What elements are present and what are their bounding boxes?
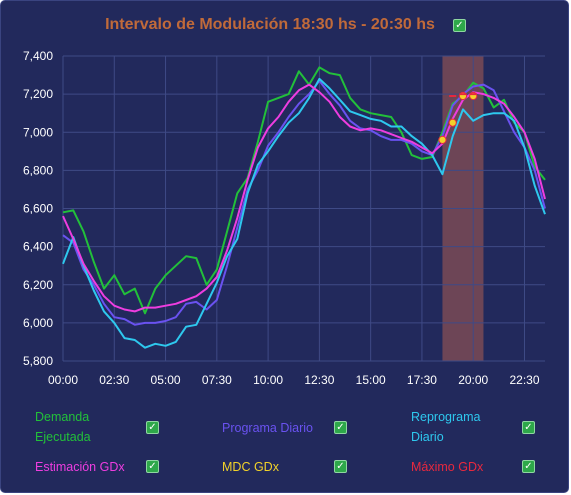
x-tick-label: 05:00 bbox=[151, 373, 181, 387]
legend-label-line: Demanda bbox=[35, 410, 90, 424]
title-checkbox-icon[interactable]: ✓ bbox=[452, 18, 466, 32]
legend-item-maximo[interactable]: Máximo GDx bbox=[411, 457, 483, 477]
legend-label-line: Ejecutada bbox=[35, 430, 91, 444]
legend-checkbox-icon[interactable]: ✓ bbox=[334, 421, 347, 434]
y-tick-label: 6,800 bbox=[23, 163, 53, 177]
legend-item-demanda[interactable]: Demanda Ejecutada bbox=[35, 407, 91, 447]
x-tick-label: 15:00 bbox=[356, 373, 386, 387]
x-tick-label: 02:30 bbox=[99, 373, 129, 387]
y-tick-label: 5,800 bbox=[23, 354, 53, 368]
x-tick-label: 17:30 bbox=[407, 373, 437, 387]
legend-item-reprograma[interactable]: Reprograma Diario bbox=[411, 407, 480, 447]
x-tick-label: 12:30 bbox=[304, 373, 334, 387]
legend-label-mdc: MDC GDx bbox=[222, 457, 279, 477]
legend-label-line: Máximo GDx bbox=[411, 460, 484, 474]
legend-label-maximo: Máximo GDx bbox=[411, 457, 483, 477]
mdc-marker bbox=[438, 135, 447, 144]
legend-label-programa: Programa Diario bbox=[222, 418, 313, 438]
legend-checkbox-icon[interactable]: ✓ bbox=[522, 421, 535, 434]
legend-item-estimacion[interactable]: Estimación GDx bbox=[35, 457, 125, 477]
x-tick-label: 20:00 bbox=[458, 373, 488, 387]
y-tick-label: 6,600 bbox=[23, 202, 53, 216]
series-line-reprograma-diario bbox=[62, 77, 546, 349]
x-tick-label: 10:00 bbox=[253, 373, 283, 387]
legend-label-line: Programa Diario bbox=[222, 421, 314, 435]
legend-item-programa[interactable]: Programa Diario bbox=[222, 418, 313, 438]
legend-label-line: Diario bbox=[411, 430, 444, 444]
legend-label-estimacion: Estimación GDx bbox=[35, 457, 125, 477]
chart-legend: Demanda Ejecutada ✓ Programa Diario ✓ Reprogr… bbox=[0, 405, 571, 485]
legend-checkbox-icon[interactable]: ✓ bbox=[146, 460, 159, 473]
legend-label-line: Reprograma bbox=[411, 410, 481, 424]
x-tick-label: 07:30 bbox=[202, 373, 232, 387]
y-tick-label: 6,400 bbox=[23, 240, 53, 254]
x-tick-label: 22:30 bbox=[509, 373, 539, 387]
mdc-marker bbox=[448, 118, 457, 127]
legend-checkbox-icon[interactable]: ✓ bbox=[334, 460, 347, 473]
legend-item-mdc[interactable]: MDC GDx bbox=[222, 457, 279, 477]
legend-label-demanda: Demanda Ejecutada bbox=[35, 407, 91, 447]
y-tick-label: 6,200 bbox=[23, 278, 53, 292]
legend-label-line: Estimación GDx bbox=[35, 460, 125, 474]
y-tick-label: 7,200 bbox=[23, 87, 53, 101]
chart-header: Intervalo de Modulación 18:30 hs - 20:30… bbox=[0, 14, 571, 36]
y-tick-label: 6,000 bbox=[23, 316, 53, 330]
y-tick-label: 7,400 bbox=[23, 49, 53, 63]
legend-label-reprograma: Reprograma Diario bbox=[411, 407, 480, 447]
line-chart: 5,800 6,000 6,200 6,400 6,600 6,800 7,000 7,200… bbox=[23, 49, 546, 387]
y-tick-label: 7,000 bbox=[23, 125, 53, 139]
x-tick-label: 00:00 bbox=[48, 373, 78, 387]
legend-checkbox-icon[interactable]: ✓ bbox=[522, 460, 535, 473]
legend-label-line: MDC GDx bbox=[222, 460, 279, 474]
chart-title: Intervalo de Modulación 18:30 hs - 20:30… bbox=[105, 16, 435, 33]
legend-checkbox-icon[interactable]: ✓ bbox=[146, 421, 159, 434]
